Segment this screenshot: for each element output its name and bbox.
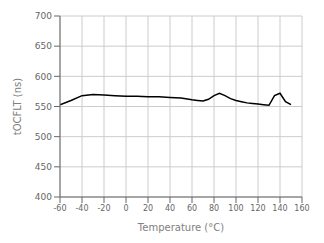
svg-text:400: 400 [35,192,52,202]
svg-text:40: 40 [165,204,175,213]
svg-text:160: 160 [294,204,309,213]
svg-text:650: 650 [35,41,52,51]
svg-text:20: 20 [143,204,153,213]
svg-text:120: 120 [250,204,265,213]
svg-text:80: 80 [209,204,219,213]
svg-text:0: 0 [123,204,128,213]
svg-text:450: 450 [35,162,52,172]
svg-text:140: 140 [272,204,287,213]
svg-text:Temperature (°C): Temperature (°C) [137,222,224,233]
svg-text:tOCFLT (ns): tOCFLT (ns) [12,78,23,135]
svg-text:-20: -20 [97,204,110,213]
svg-text:600: 600 [35,72,52,82]
svg-text:100: 100 [228,204,243,213]
svg-text:-40: -40 [75,204,88,213]
svg-text:-60: -60 [53,204,66,213]
svg-text:500: 500 [35,132,52,142]
svg-text:550: 550 [35,102,52,112]
svg-text:60: 60 [187,204,197,213]
svg-text:700: 700 [35,11,52,21]
